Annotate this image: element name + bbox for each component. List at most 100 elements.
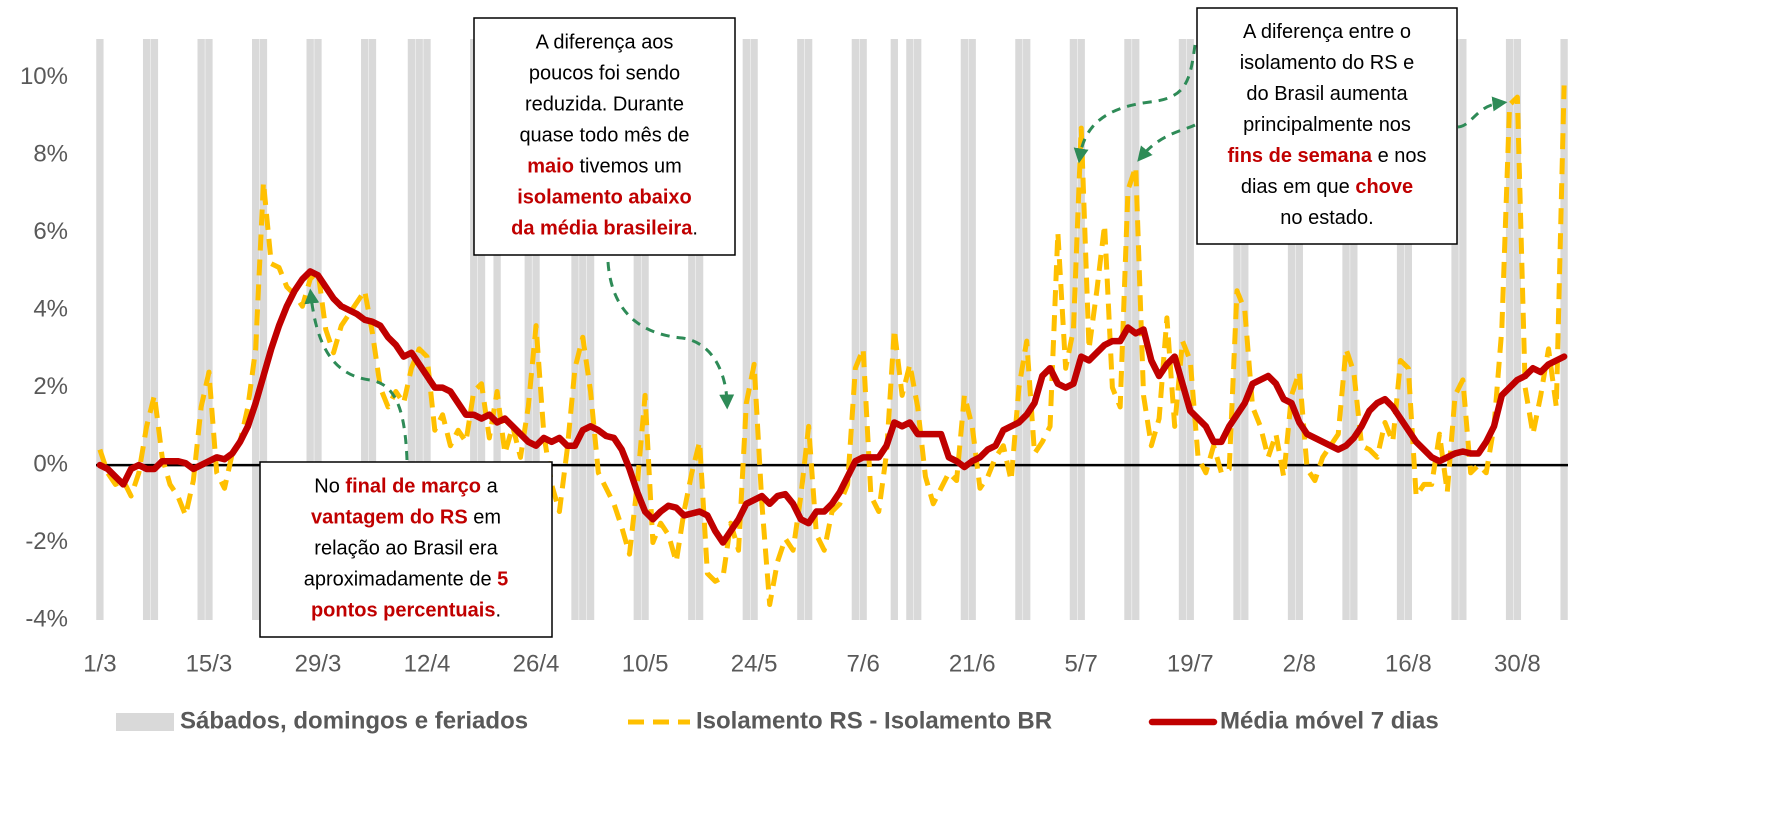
shade-bar: [742, 39, 750, 620]
shade-bar: [524, 39, 532, 620]
annotation-text: A diferença entre o: [1243, 21, 1411, 43]
annotation-text: relação ao Brasil era: [314, 538, 498, 560]
annotation-text: quase todo mês de: [519, 125, 689, 147]
legend-swatch: [116, 713, 174, 731]
y-tick-label: 0%: [33, 450, 68, 477]
annotation-box: [259, 461, 553, 638]
annotation-text: pontos percentuais: [311, 600, 495, 622]
x-tick-label: 26/4: [513, 650, 560, 677]
annotation-line: dias em que chove: [1241, 176, 1413, 198]
annotation-text: tivemos um: [574, 156, 682, 178]
shade-bar: [1295, 39, 1303, 620]
shade-bar: [259, 39, 268, 620]
shade-bar: [361, 39, 369, 620]
shade-bar: [1451, 39, 1459, 620]
shade-bar: [493, 39, 501, 620]
x-tick-label: 7/6: [846, 650, 879, 677]
y-tick-label: 2%: [33, 373, 68, 400]
annotation-line: maio tivemos um: [527, 156, 682, 178]
annotation-line: vantagem do RS em: [311, 507, 501, 529]
x-tick-label: 30/8: [1494, 650, 1541, 677]
annotation-text: fins de semana: [1228, 145, 1373, 167]
shade-bar: [470, 39, 478, 620]
shade-bar: [1505, 39, 1514, 620]
annotation-line: A diferença entre o: [1243, 21, 1411, 43]
shade-bar: [1350, 39, 1358, 620]
shade-bar: [1287, 39, 1296, 620]
y-tick-label: 6%: [33, 218, 68, 245]
annotation-line: No final de março a: [314, 476, 498, 498]
annotation-text: em: [468, 507, 501, 529]
legend-label: Sábados, domingos e feriados: [180, 707, 528, 734]
x-tick-label: 24/5: [731, 650, 778, 677]
annotation-text: maio: [527, 156, 574, 178]
annotation-text: A diferença aos: [536, 32, 674, 54]
arrow: [304, 288, 409, 461]
shade-bar: [1560, 39, 1568, 620]
shade-bar: [1342, 39, 1350, 620]
annotation-text: chove: [1355, 176, 1413, 198]
shade-bar: [1023, 39, 1031, 620]
shade-bar: [1513, 39, 1522, 620]
annotation-box: [473, 17, 736, 256]
annotation-text: aproximadamente de: [304, 569, 497, 591]
arrows: [304, 44, 1508, 461]
annotation-text: final de março: [345, 476, 481, 498]
annotation-line: no estado.: [1280, 207, 1373, 229]
annotation-line: pontos percentuais.: [311, 600, 501, 622]
shade-bar: [150, 39, 159, 620]
shade-bar: [1077, 39, 1085, 620]
annotation-line: principalmente nos: [1243, 114, 1411, 136]
x-tick-label: 16/8: [1385, 650, 1432, 677]
annotation-line: poucos foi sendo: [529, 63, 680, 85]
shade-bar: [641, 39, 649, 620]
annotation-box: [1196, 7, 1458, 245]
arrow: [1457, 96, 1508, 129]
annotation-text: do Brasil aumenta: [1246, 83, 1408, 105]
shade-bar: [960, 39, 969, 620]
x-tick-label: 15/3: [186, 650, 233, 677]
annotation-text: e nos: [1372, 145, 1426, 167]
annotations: A diferença aos poucos foi sendo reduzida.…: [259, 7, 1458, 638]
shade-bar: [695, 39, 704, 620]
shade-bar: [197, 39, 205, 620]
shade-bar: [477, 39, 486, 620]
annotation-line: quase todo mês de: [519, 125, 689, 147]
annotation-text: 5: [497, 569, 508, 591]
y-tick-label: -2%: [25, 528, 68, 555]
shade-bar: [1459, 39, 1467, 620]
shade-bar: [571, 39, 579, 620]
legend-label: Média móvel 7 dias: [1220, 707, 1439, 734]
x-tick-label: 29/3: [295, 650, 342, 677]
shade-bar: [797, 39, 805, 620]
shade-bar: [96, 39, 104, 620]
annotation-text: .: [692, 218, 698, 240]
shade-bar: [1404, 39, 1412, 620]
shade-bar: [1241, 39, 1249, 620]
annotation-text: reduzida. Durante: [525, 94, 684, 116]
moving-average-line: [96, 268, 1568, 546]
shade-bar: [1069, 39, 1078, 620]
shade-bar: [252, 39, 260, 620]
shade-bar: [851, 39, 860, 620]
shade-bar: [1186, 39, 1194, 620]
shade-bar: [415, 39, 423, 620]
shade-bar: [142, 39, 151, 620]
annotation-text: dias em que: [1241, 176, 1356, 198]
annotation-line: da média brasileira.: [511, 218, 698, 240]
legend-label: Isolamento RS - Isolamento BR: [696, 707, 1052, 734]
annotation-line: isolamento do RS e: [1240, 52, 1415, 74]
y-tick-label: -4%: [25, 605, 68, 632]
shade-bar: [688, 39, 696, 620]
shade-bar: [859, 39, 867, 620]
annotation-line: A diferença aos: [536, 32, 674, 54]
arrow: [1137, 123, 1196, 162]
annotation-text: No: [314, 476, 345, 498]
arrow: [1073, 44, 1197, 164]
annotation-line: do Brasil aumenta: [1246, 83, 1408, 105]
daily-line: [97, 85, 1567, 608]
y-tick-label: 8%: [33, 141, 68, 168]
annotation-text: da média brasileira: [511, 218, 693, 240]
annotation-line: aproximadamente de 5: [304, 569, 509, 591]
shade-bar: [579, 39, 587, 620]
